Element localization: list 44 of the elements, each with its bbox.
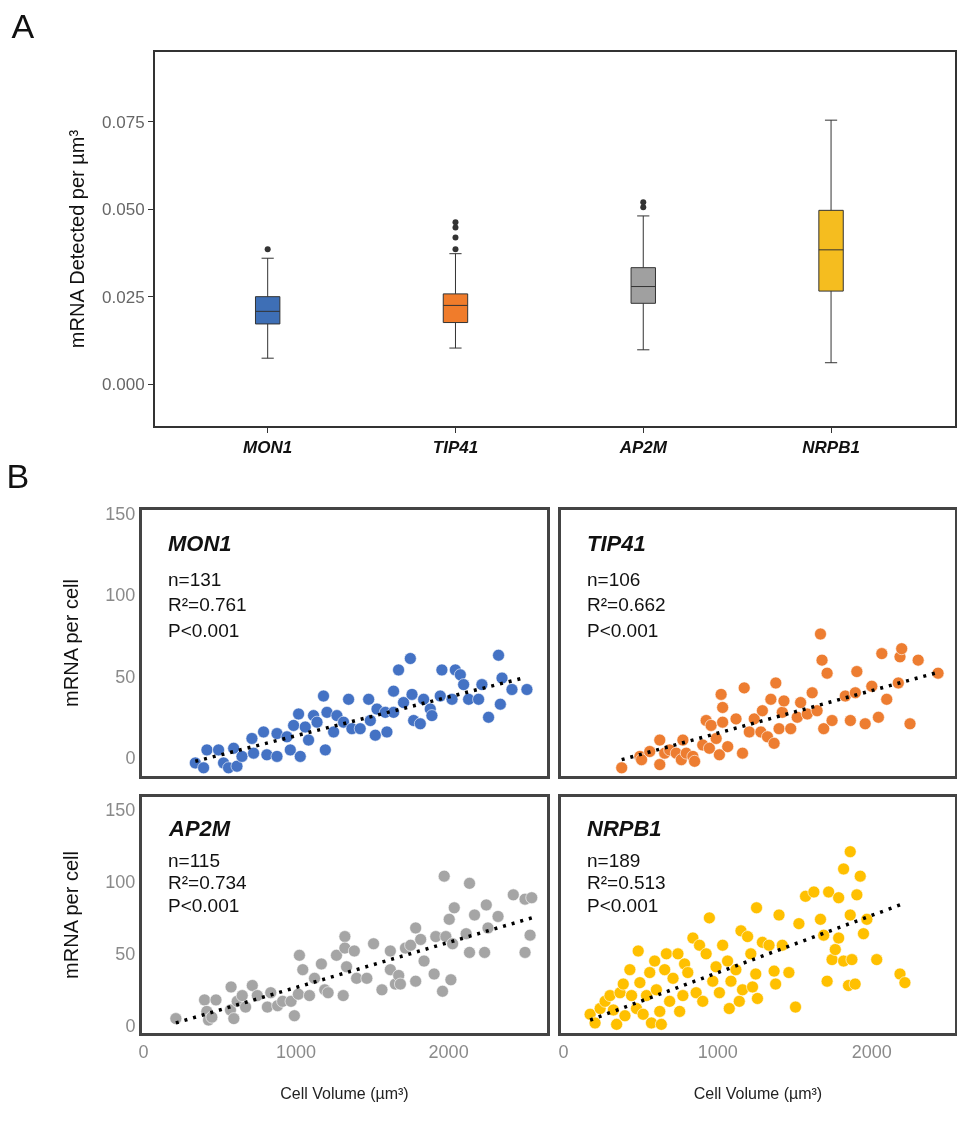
x-tick-label: 2000 [851, 1041, 892, 1062]
x-tick-label: NRPB1 [802, 438, 860, 458]
annotation: n=189 [587, 850, 641, 871]
y-tick-label: 150 [105, 800, 136, 821]
annotation: n=131 [168, 569, 222, 590]
y-tick-label: 0 [125, 1016, 136, 1037]
y-tick-label: 100 [105, 585, 136, 606]
x-axis-title: Cell Volume (µm³) [693, 1085, 823, 1103]
y-axis-title: mRNA per cell [59, 851, 82, 979]
y-tick-label: 50 [115, 666, 136, 687]
annotation: R²=0.734 [168, 872, 248, 893]
y-tick-label: 150 [105, 503, 136, 524]
x-tick-label: 0 [558, 1041, 569, 1062]
y-tick-label: 0.000 [102, 375, 145, 395]
annotation: n=106 [587, 569, 641, 590]
chart-title: A [11, 6, 35, 45]
y-tick-label: 0.050 [102, 200, 145, 220]
annotation: AP2M [168, 816, 231, 841]
x-tick-label: 2000 [428, 1041, 469, 1062]
y-axis-title: mRNA per cell [59, 579, 82, 707]
annotation: P<0.001 [587, 620, 659, 641]
annotation: R²=0.513 [587, 872, 666, 893]
x-tick-label: 1000 [697, 1041, 738, 1062]
y-tick-label: 0.075 [102, 112, 145, 132]
annotation: P<0.001 [168, 620, 240, 641]
y-tick-label: 0 [125, 748, 136, 769]
y-tick-label: 100 [105, 872, 136, 893]
annotation: TIP41 [587, 531, 646, 556]
annotation: R²=0.761 [168, 594, 247, 615]
annotation: MON1 [168, 531, 232, 556]
annotation: P<0.001 [587, 895, 659, 916]
annotation: n=115 [168, 850, 220, 871]
x-tick-label: MON1 [243, 438, 293, 458]
y-axis-title: mRNA Detected per µm³ [66, 129, 89, 349]
x-axis-title: Cell Volume (µm³) [280, 1085, 409, 1103]
annotation: R²=0.662 [587, 594, 666, 615]
chart-title: B [6, 456, 30, 495]
annotation: P<0.001 [168, 895, 240, 916]
x-tick-label: 1000 [276, 1041, 317, 1062]
y-tick-label: 0.025 [102, 287, 145, 307]
x-tick-label: TIP41 [432, 438, 479, 458]
x-tick-label: AP2M [618, 438, 668, 458]
annotation: NRPB1 [587, 816, 662, 841]
y-tick-label: 50 [115, 944, 136, 965]
